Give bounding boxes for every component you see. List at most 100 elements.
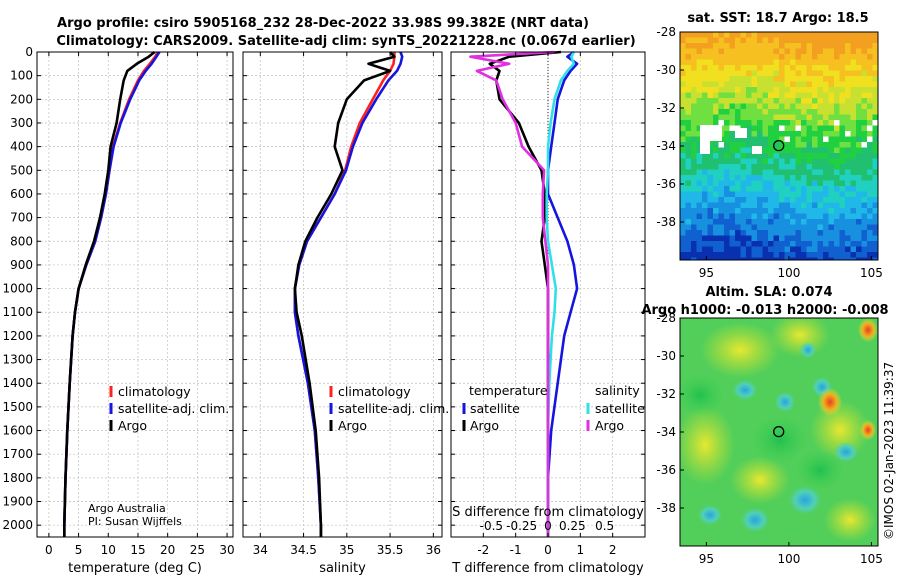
sst-pixel [685,114,692,121]
sst-pixel [839,252,846,258]
map-y-tick-label: -30 [656,349,676,363]
sst-pixel [746,191,752,198]
sst-pixel [801,109,807,115]
sst-pixel [713,180,719,187]
sst-pixel [839,147,846,154]
sst-pixel [757,32,763,38]
sst-pixel [795,164,802,170]
sst-pixel [691,103,697,110]
sst-pixel [779,125,785,132]
sst-pixel [806,241,813,247]
sst-pixel [839,76,846,82]
sst-pixel [817,131,824,137]
sst-pixel [856,32,862,38]
sst-pixel [773,109,780,115]
sst-pixel [751,54,758,60]
sst-pixel [790,219,796,225]
sst-pixel [680,153,686,159]
sst-pixel [834,32,840,38]
sst-pixel [784,43,791,49]
sst-pixel [735,114,741,121]
sst-pixel [762,125,769,132]
sst-pixel [861,246,868,253]
sst-pixel [850,224,857,231]
sst-pixel [790,114,796,121]
sst-pixel [696,76,703,82]
sst-pixel [801,142,807,148]
sst-pixel [762,43,769,49]
sst-pixel [773,87,780,93]
sst-pixel [823,158,829,165]
sst-pixel [768,224,774,231]
sst-pixel [757,92,763,99]
legend-label-satellite: satellite-adj. clim. [338,401,449,416]
sst-pixel [724,65,730,71]
sst-pixel [845,103,851,110]
map-y-tick-label: -36 [656,463,676,477]
sst-pixel [823,92,829,99]
sst-pixel [746,202,752,209]
sst-pixel [773,136,780,143]
sst-pixel [691,76,697,82]
sst-pixel [718,230,725,236]
map-x-tick-label: 95 [699,552,714,566]
sst-pixel [724,235,730,242]
map-y-tick-label: -28 [656,311,676,325]
sst-pixel [740,186,747,192]
sst-pixel [828,76,835,82]
sst-pixel [850,235,857,242]
sst-pixel [823,59,829,66]
sst-pixel [839,43,846,49]
sst-pixel [806,32,813,38]
sst-pixel [680,65,686,71]
sla-anomaly-blob [680,405,735,485]
sst-pixel [685,175,692,181]
sst-pixel [713,48,719,55]
sst-pixel [746,43,752,49]
sst-pixel [845,230,851,236]
sst-pixel [773,175,780,181]
sst-pixel [845,98,851,104]
sst-pixel [817,246,824,253]
sst-pixel [856,158,862,165]
sst-pixel [779,252,785,258]
sst-pixel [740,32,747,38]
sst-pixel [718,114,725,121]
sst-pixel [839,224,846,231]
map-x-tick-label: 95 [699,266,714,280]
sst-pixel [801,65,807,71]
sst-pixel [724,219,730,225]
sst-pixel [757,43,763,49]
y-tick-label: 300 [10,116,33,130]
sst-pixel [806,252,813,258]
sst-pixel [834,202,840,209]
sst-pixel [762,164,769,170]
sst-pixel [795,54,802,60]
sst-pixel [740,114,747,121]
sst-pixel [779,153,785,159]
sst-pixel [823,186,829,192]
sst-pixel [828,125,835,132]
sst-pixel [746,235,752,242]
sst-pixel [872,65,878,71]
y-tick-label: 700 [10,211,33,225]
sst-pixel [823,257,829,260]
sst-pixel [872,109,878,115]
sst-pixel [812,235,818,242]
cloud-mask [752,146,762,154]
sst-pixel [735,43,741,49]
sst-pixel [740,92,747,99]
sst-pixel [768,169,774,176]
sst-pixel [861,70,868,77]
sst-pixel [867,98,873,104]
sst-pixel [795,219,802,225]
sst-pixel [724,191,730,198]
sst-pixel [718,158,725,165]
sst-pixel [812,70,818,77]
sst-pixel [845,257,851,260]
sst-pixel [784,114,791,121]
sst-pixel [696,59,703,66]
sst-pixel [856,208,862,214]
sst-pixel [790,142,796,148]
sst-pixel [784,103,791,110]
